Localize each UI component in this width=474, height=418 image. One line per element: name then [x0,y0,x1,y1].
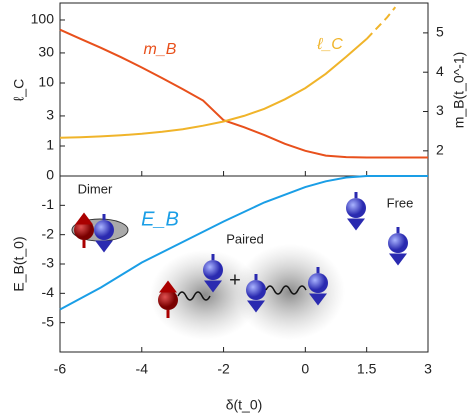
y-tick-label: -5 [42,313,55,329]
y2-tick-label: 5 [436,24,444,40]
x-tick-label: 3 [424,361,432,377]
annotation: Free [387,195,414,210]
annotation: Dimer [78,181,113,196]
y-tick-label: 3 [46,107,54,123]
y-tick-label: 0 [46,167,54,183]
y-axis-label: ℓ_C [11,79,27,101]
annotation: + [229,269,241,291]
series-label: ℓ_C [316,36,343,53]
y2-tick-label: 4 [436,63,444,79]
x-axis-label: δ(t_0) [226,397,263,413]
x-tick-label: -2 [217,361,230,377]
x-tick-label: 0 [301,361,309,377]
line [59,28,428,159]
line [365,6,397,40]
y-axis-label: E_B(t_0) [11,236,27,291]
x-tick-label: -6 [54,361,67,377]
y-tick-label: 10 [38,74,54,90]
y-tick-label: 1 [46,137,54,153]
y2-tick-label: 3 [436,102,444,118]
y-tick-label: 30 [38,44,54,60]
y-tick-label: 100 [31,11,55,27]
x-tick-label: -4 [136,361,149,377]
y2-tick-label: 2 [436,142,444,158]
top-frame [59,2,429,177]
series-label: m_B [144,41,177,58]
line [59,175,428,311]
line [59,38,368,139]
y2-axis-label: m_B(t_0^-1) [451,52,467,129]
illustrations [71,192,408,340]
y-tick-label: -3 [42,255,55,271]
annotation: Paired [226,231,264,246]
series-label: E_B [141,208,179,230]
y-tick-label: -2 [42,225,55,241]
y-tick-label: -1 [42,196,55,212]
x-tick-label: 1.5 [357,361,377,377]
y-tick-label: -4 [42,284,55,300]
